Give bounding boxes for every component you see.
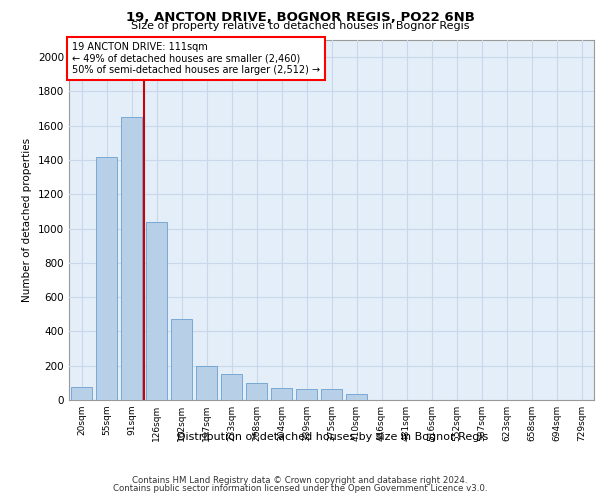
Bar xyxy=(146,222,167,400)
Text: 19 ANCTON DRIVE: 111sqm
← 49% of detached houses are smaller (2,460)
50% of semi: 19 ANCTON DRIVE: 111sqm ← 49% of detache… xyxy=(71,42,320,75)
Bar xyxy=(96,156,117,400)
Text: 19, ANCTON DRIVE, BOGNOR REGIS, PO22 6NB: 19, ANCTON DRIVE, BOGNOR REGIS, PO22 6NB xyxy=(125,11,475,24)
Text: Distribution of detached houses by size in Bognor Regis: Distribution of detached houses by size … xyxy=(178,432,488,442)
Text: Contains public sector information licensed under the Open Government Licence v3: Contains public sector information licen… xyxy=(113,484,487,493)
Bar xyxy=(196,366,217,400)
Bar xyxy=(271,388,292,400)
Bar xyxy=(71,387,92,400)
Bar xyxy=(246,383,267,400)
Text: Contains HM Land Registry data © Crown copyright and database right 2024.: Contains HM Land Registry data © Crown c… xyxy=(132,476,468,485)
Bar xyxy=(221,374,242,400)
Text: Size of property relative to detached houses in Bognor Regis: Size of property relative to detached ho… xyxy=(131,21,469,31)
Bar xyxy=(346,394,367,400)
Bar xyxy=(171,320,192,400)
Bar xyxy=(121,117,142,400)
Bar xyxy=(296,389,317,400)
Bar xyxy=(321,389,342,400)
Y-axis label: Number of detached properties: Number of detached properties xyxy=(22,138,32,302)
